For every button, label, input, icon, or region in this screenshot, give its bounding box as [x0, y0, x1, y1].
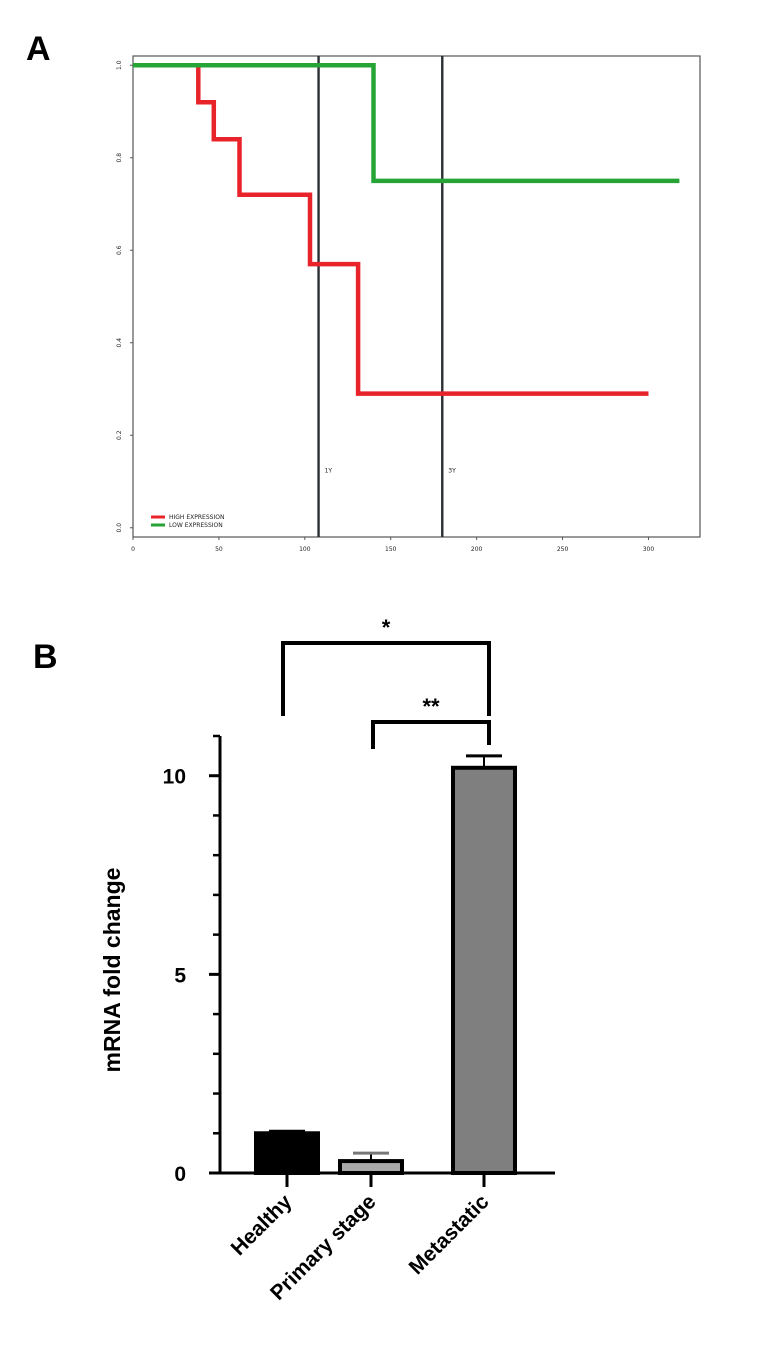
legend-label: HIGH EXPRESSION — [169, 514, 224, 521]
bar — [338, 1159, 404, 1175]
x-tick-label: 300 — [643, 546, 655, 553]
reference-line-label: 1Y — [325, 467, 333, 474]
survival-series — [133, 63, 680, 396]
y-tick-label: 0.4 — [116, 338, 123, 348]
panel-label-b: B — [33, 638, 58, 676]
bar — [451, 765, 517, 1175]
low-expression-curve — [133, 63, 680, 184]
x-tick-label: 200 — [471, 546, 483, 553]
bars — [254, 754, 517, 1175]
y-tick-label: 0.2 — [116, 430, 123, 440]
significance-label: * — [382, 615, 391, 640]
legend-label: LOW EXPRESSION — [169, 522, 223, 529]
x-tick-label: 250 — [557, 546, 569, 553]
y-tick-label: 5 — [174, 964, 186, 987]
category-label: Metastatic — [405, 1190, 494, 1279]
y-axis-ticks: 0.0 0.2 0.4 0.6 0.8 1.0 — [116, 60, 133, 533]
y-tick-label: 0.8 — [116, 153, 123, 163]
y-axis-label: mRNA fold change — [99, 868, 125, 1073]
significance-bracket — [281, 641, 491, 716]
x-tick-label: 50 — [215, 546, 223, 553]
category-label: Healthy — [227, 1190, 297, 1260]
significance-label: ** — [422, 694, 440, 719]
significance-brackets: *** — [281, 615, 491, 749]
y-tick-label: 10 — [163, 766, 186, 789]
y-tick-label: 0.6 — [116, 245, 123, 255]
x-axis-ticks: 0 50 100 150 200 250 300 — [131, 537, 654, 553]
panel-label-a: A — [26, 30, 51, 68]
bar — [254, 1131, 320, 1175]
significance-bracket — [371, 720, 491, 749]
x-tick-label: 150 — [385, 546, 397, 553]
y-tick-label: 1.0 — [116, 60, 123, 70]
reference-line-label: 3Y — [448, 467, 456, 474]
x-tick-label: 0 — [131, 546, 135, 553]
y-tick-label: 0 — [174, 1163, 186, 1186]
reference-lines: 1Y 3Y — [317, 56, 456, 537]
y-tick-label: 0.0 — [116, 523, 123, 533]
plot-frame — [132, 55, 701, 538]
high-expression-curve — [133, 63, 649, 396]
survival-chart: 0.0 0.2 0.4 0.6 0.8 1.0 0 50 100 150 200 250 300 1Y… — [116, 55, 701, 553]
x-tick-label: 100 — [299, 546, 311, 553]
